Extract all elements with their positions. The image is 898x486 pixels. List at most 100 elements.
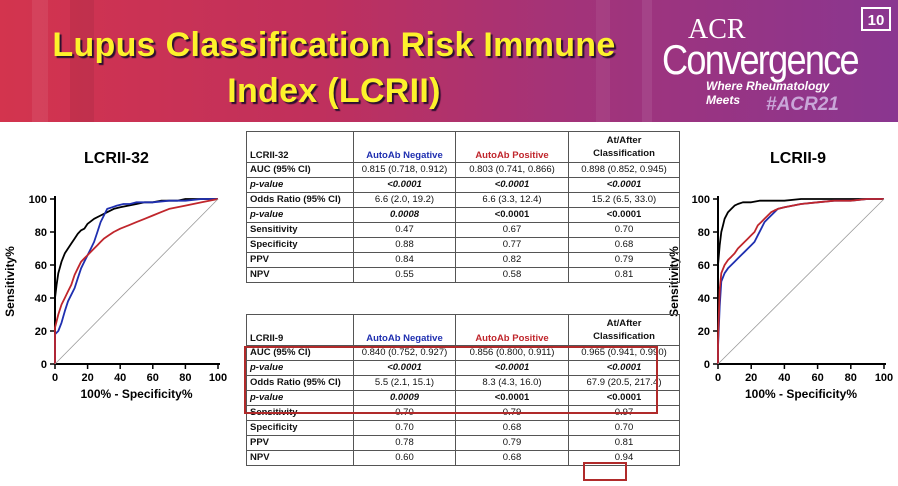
y-tick-label: 40 <box>698 293 710 305</box>
col-at-after-line2: Classification <box>593 331 655 342</box>
cell-positive: <0.0001 <box>455 207 569 223</box>
y-tick-label: 20 <box>698 326 710 338</box>
y-tick-label: 40 <box>35 293 47 305</box>
cell-negative: <0.0001 <box>353 177 456 193</box>
x-tick-label: 40 <box>114 372 126 384</box>
row-label: Specificity <box>246 420 354 436</box>
col-autoab-negative: AutoAb Negative <box>353 314 456 346</box>
x-tick-label: 0 <box>52 372 58 384</box>
acr-convergence-logo: ACR Convergence Where Rheumatology Meets… <box>658 14 860 115</box>
roc-chart-lcrii-32: 0 20 40 60 80 100 0 20 40 60 80 100 100% - Specifici… <box>3 194 227 401</box>
slide-title: Lupus Classification Risk Immune Index (… <box>14 22 654 114</box>
cell-negative: 6.6 (2.0, 19.2) <box>353 192 456 208</box>
y-tick-label: 100 <box>29 194 47 206</box>
cell-positive: 0.68 <box>455 450 569 466</box>
y-tick-label: 80 <box>698 227 710 239</box>
y-tick-label: 60 <box>698 260 710 272</box>
cell-positive: 0.82 <box>455 252 569 268</box>
cell-negative: 0.815 (0.718, 0.912) <box>353 162 456 178</box>
x-tick-label: 20 <box>81 372 93 384</box>
banner-stripe <box>642 0 652 122</box>
x-tick-label: 40 <box>778 372 790 384</box>
table-row: PPV 0.78 0.79 0.81 <box>246 435 680 451</box>
col-autoab-positive: AutoAb Positive <box>455 314 569 346</box>
highlight-box-auc-odds <box>244 346 658 414</box>
table-row: p-value <0.0001 <0.0001 <0.0001 <box>246 360 680 376</box>
y-tick-label: 20 <box>35 326 47 338</box>
cell-negative: 0.88 <box>353 237 456 253</box>
cell-after: 0.81 <box>568 435 680 451</box>
row-label: Specificity <box>246 237 354 253</box>
col-at-after-classification: At/After Classification <box>568 131 680 163</box>
logo-tagline: Where Rheumatology Meets <box>706 79 830 107</box>
x-tick-label: 0 <box>715 372 721 384</box>
col-autoab-positive: AutoAb Positive <box>455 131 569 163</box>
cell-after: 0.79 <box>568 252 680 268</box>
table-label: LCRII-9 <box>246 314 354 346</box>
chart-title-lcrii-9: LCRII-9 <box>770 150 826 167</box>
logo-hashtag: #ACR21 <box>766 94 839 115</box>
cell-positive: 0.58 <box>455 267 569 283</box>
x-tick-label: 100 <box>875 372 893 384</box>
cell-negative: 0.78 <box>353 435 456 451</box>
x-axis-label: 100% - Specificity% <box>745 387 857 401</box>
table-row: p-value 0.0009 <0.0001 <0.0001 <box>246 390 680 406</box>
x-axis-label: 100% - Specificity% <box>80 387 192 401</box>
logo-acr-text: ACR <box>688 14 746 45</box>
table-row: NPV 0.55 0.58 0.81 <box>246 267 680 283</box>
reference-diagonal-line <box>54 198 219 365</box>
col-at-after-classification: At/After Classification <box>568 314 680 346</box>
row-label: p-value <box>246 177 354 193</box>
x-tick-label: 20 <box>745 372 757 384</box>
cell-positive: 0.77 <box>455 237 569 253</box>
reference-diagonal-line <box>717 198 885 365</box>
table-row: NPV 0.60 0.68 0.94 <box>246 450 680 466</box>
cell-negative: 0.0008 <box>353 207 456 223</box>
x-tick-label: 80 <box>845 372 857 384</box>
cell-after: 15.2 (6.5, 33.0) <box>568 192 680 208</box>
roc-series-line-2 <box>717 198 884 364</box>
col-autoab-negative: AutoAb Negative <box>353 131 456 163</box>
cell-negative: 0.84 <box>353 252 456 268</box>
cell-after: <0.0001 <box>568 207 680 223</box>
table-row: Specificity 0.88 0.77 0.68 <box>246 237 680 253</box>
results-table-lcrii-9: LCRII-9 AutoAb Negative AutoAb Positive … <box>246 314 680 466</box>
table-header-row: LCRII-9 AutoAb Negative AutoAb Positive … <box>246 314 680 346</box>
page-number: 10 <box>861 7 891 31</box>
table-header-row: LCRII-32 AutoAb Negative AutoAb Positive… <box>246 131 680 163</box>
col-at-after-line1: At/After <box>606 318 642 329</box>
row-label: PPV <box>246 435 354 451</box>
title-banner: Lupus Classification Risk Immune Index (… <box>0 0 898 122</box>
y-tick-label: 0 <box>704 359 710 371</box>
cell-after: 0.70 <box>568 222 680 238</box>
row-label: AUC (95% CI) <box>246 162 354 178</box>
x-tick-label: 80 <box>179 372 191 384</box>
table-label: LCRII-32 <box>246 131 354 163</box>
y-tick-label: 60 <box>35 260 47 272</box>
cell-positive: <0.0001 <box>455 177 569 193</box>
table-row: PPV 0.84 0.82 0.79 <box>246 252 680 268</box>
cell-after: <0.0001 <box>568 177 680 193</box>
banner-stripe <box>596 0 610 122</box>
cell-positive: 0.803 (0.741, 0.866) <box>455 162 569 178</box>
x-tick-label: 60 <box>147 372 159 384</box>
y-tick-label: 0 <box>41 359 47 371</box>
slide-title-line1: Lupus Classification Risk Immune <box>52 26 616 64</box>
banner-stripe <box>70 0 94 122</box>
roc-series-line-1 <box>54 198 218 364</box>
table-row: p-value 0.0008 <0.0001 <0.0001 <box>246 207 680 223</box>
roc-chart-lcrii-9: 0 20 40 60 80 100 0 20 40 60 80 100 100% - Specifici… <box>667 194 893 401</box>
cell-after: 0.898 (0.852, 0.945) <box>568 162 680 178</box>
y-tick-label: 100 <box>692 194 710 206</box>
chart-title-lcrii-32: LCRII-32 <box>84 150 149 167</box>
cell-negative: 0.55 <box>353 267 456 283</box>
slide-title-line2: Index (LCRII) <box>227 72 441 110</box>
row-label: PPV <box>246 252 354 268</box>
table-row: Odds Ratio (95% CI) 6.6 (2.0, 19.2) 6.6 … <box>246 192 680 208</box>
x-tick-label: 60 <box>811 372 823 384</box>
cell-positive: 0.67 <box>455 222 569 238</box>
y-tick-label: 80 <box>35 227 47 239</box>
col-at-after-line1: At/After <box>606 135 642 146</box>
cell-positive: 0.68 <box>455 420 569 436</box>
table-row: AUC (95% CI) 0.815 (0.718, 0.912) 0.803 … <box>246 162 680 178</box>
